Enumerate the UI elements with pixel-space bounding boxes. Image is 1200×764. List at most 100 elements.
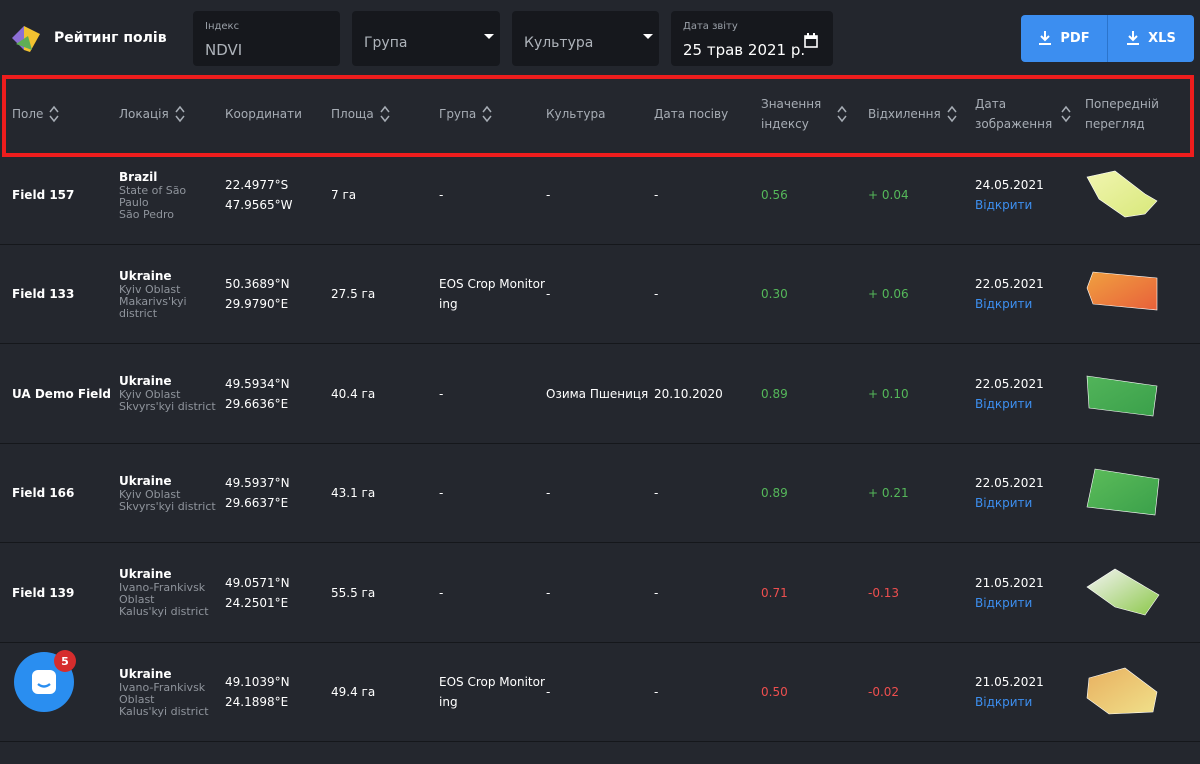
open-link[interactable]: Відкрити: [975, 595, 1033, 610]
index-value: 0.50: [761, 685, 788, 699]
location-cell: Ukraine Kyiv Oblast Makarivs'kyi district: [119, 245, 239, 343]
coordinate: 29.6637°E: [225, 496, 289, 511]
sort-icon[interactable]: [49, 105, 60, 123]
column-label: Дата посіву: [654, 107, 729, 121]
image-date: 21.05.2021: [975, 575, 1044, 590]
sort-icon[interactable]: [380, 105, 390, 123]
coordinates-cell: 49.5937°N 29.6637°E: [225, 444, 345, 542]
coordinate: 29.6636°E: [225, 396, 289, 411]
location-cell: Ukraine Kyiv Oblast Skvyrs'kyi district: [119, 444, 239, 542]
area: 49.4 га: [331, 685, 376, 699]
column-header[interactable]: Відхилення: [868, 78, 968, 150]
coordinate: 29.9790°E: [225, 297, 289, 312]
download-icon: [1127, 31, 1140, 45]
column-label: Культура: [546, 107, 606, 121]
index-value: 0.30: [761, 287, 788, 302]
sort-icon[interactable]: [482, 105, 492, 123]
column-header: Попередній перегляд: [1085, 78, 1175, 150]
table-row: Field 166 Ukraine Kyiv Oblast Skvyrs'kyi di…: [0, 444, 1200, 544]
filter-value: Група: [364, 35, 408, 51]
coordinate: 50.3689°N: [225, 277, 290, 292]
country: Ukraine: [119, 567, 172, 582]
open-link[interactable]: Відкрити: [975, 496, 1033, 511]
index-filter[interactable]: Індекс NDVI: [193, 11, 340, 66]
pdf-button[interactable]: PDF: [1021, 15, 1107, 62]
open-link[interactable]: Відкрити: [975, 198, 1033, 212]
location-line: São Pedro: [119, 207, 174, 221]
column-label: Дата зображення: [975, 97, 1053, 131]
coordinate: 24.1898°E: [225, 695, 289, 709]
area-cell: 7 га: [331, 146, 451, 244]
location-line: Skvyrs'kyi district: [119, 499, 216, 513]
filter-value: Культура: [524, 35, 594, 51]
deviation: + 0.21: [868, 486, 909, 501]
date-filter[interactable]: Дата звіту 25 трав 2021 р.: [671, 11, 833, 66]
button-label: XLS: [1148, 31, 1176, 46]
group: -: [439, 386, 444, 401]
deviation-cell: + 0.10: [868, 345, 968, 443]
index-value-cell: 0.71: [761, 544, 851, 642]
sowing-date: 20.10.2020: [654, 386, 723, 401]
chat-icon: [32, 670, 56, 694]
country: Ukraine: [119, 374, 172, 389]
table-row: UA Demo Field Ukraine Kyiv Oblast Skvyrs'ky…: [0, 345, 1200, 444]
crop: -: [546, 188, 551, 202]
open-link[interactable]: Відкрити: [975, 695, 1033, 709]
location-line: Kalus'kyi district: [119, 704, 209, 718]
area-cell: 27.5 га: [331, 245, 451, 343]
column-header[interactable]: Дата зображення: [975, 78, 1075, 150]
field-preview[interactable]: [1085, 567, 1163, 619]
sort-icon[interactable]: [1061, 105, 1071, 123]
coordinates-cell: 49.1039°N 24.1898°E: [225, 643, 345, 741]
index-value: 0.89: [761, 486, 788, 501]
field-cell: Field 133: [12, 245, 132, 343]
page-title: Рейтинг полів: [54, 30, 167, 46]
crop-cell: -: [546, 245, 666, 343]
image-date-cell: 22.05.2021 Відкрити: [975, 444, 1075, 542]
index-value-cell: 0.89: [761, 345, 851, 443]
country: Ukraine: [119, 268, 172, 283]
image-date: 24.05.2021: [975, 178, 1044, 192]
sowing-date-cell: -: [654, 146, 774, 244]
sort-icon[interactable]: [947, 105, 957, 123]
field-preview[interactable]: [1085, 666, 1163, 718]
column-label: Відхилення: [868, 107, 941, 121]
chat-button[interactable]: [14, 652, 74, 712]
area: 55.5 га: [331, 585, 376, 600]
index-value: 0.71: [761, 585, 788, 600]
column-label: Група: [439, 107, 477, 121]
crop-filter[interactable]: Культура: [512, 11, 659, 66]
column-header[interactable]: Локація: [119, 78, 239, 150]
preview-cell: [1085, 544, 1195, 642]
group-cell: -: [439, 345, 559, 443]
field-name: UA Demo Field: [12, 386, 112, 401]
column-header[interactable]: Група: [439, 78, 559, 150]
button-divider: [1107, 15, 1108, 62]
field-preview[interactable]: [1085, 169, 1163, 221]
field-preview[interactable]: [1085, 368, 1163, 420]
column-header[interactable]: Поле: [12, 78, 132, 150]
group-filter[interactable]: Група: [352, 11, 500, 66]
logo: [12, 26, 40, 52]
sort-icon[interactable]: [175, 105, 185, 123]
area: 7 га: [331, 188, 357, 202]
preview-cell: [1085, 245, 1195, 343]
location-cell: Ukraine Ivano-Frankivsk Oblast Kalus'kyi d…: [119, 544, 239, 642]
open-link[interactable]: Відкрити: [975, 396, 1033, 411]
field-preview[interactable]: [1085, 467, 1163, 519]
open-link[interactable]: Відкрити: [975, 297, 1033, 312]
sort-icon[interactable]: [837, 105, 847, 123]
column-header: Культура: [546, 78, 646, 150]
column-header[interactable]: Значення індексу: [761, 78, 851, 150]
crop-cell: -: [546, 544, 666, 642]
column-header[interactable]: Площа: [331, 78, 451, 150]
xls-button[interactable]: XLS: [1108, 15, 1194, 62]
chat-badge: 5: [54, 650, 76, 672]
calendar-icon: [804, 33, 818, 48]
group-cell: EOS Crop Monitoring: [439, 245, 559, 343]
image-date: 21.05.2021: [975, 675, 1044, 689]
image-date-cell: 22.05.2021 Відкрити: [975, 345, 1075, 443]
field-preview[interactable]: [1085, 268, 1163, 320]
deviation-cell: -0.13: [868, 544, 968, 642]
